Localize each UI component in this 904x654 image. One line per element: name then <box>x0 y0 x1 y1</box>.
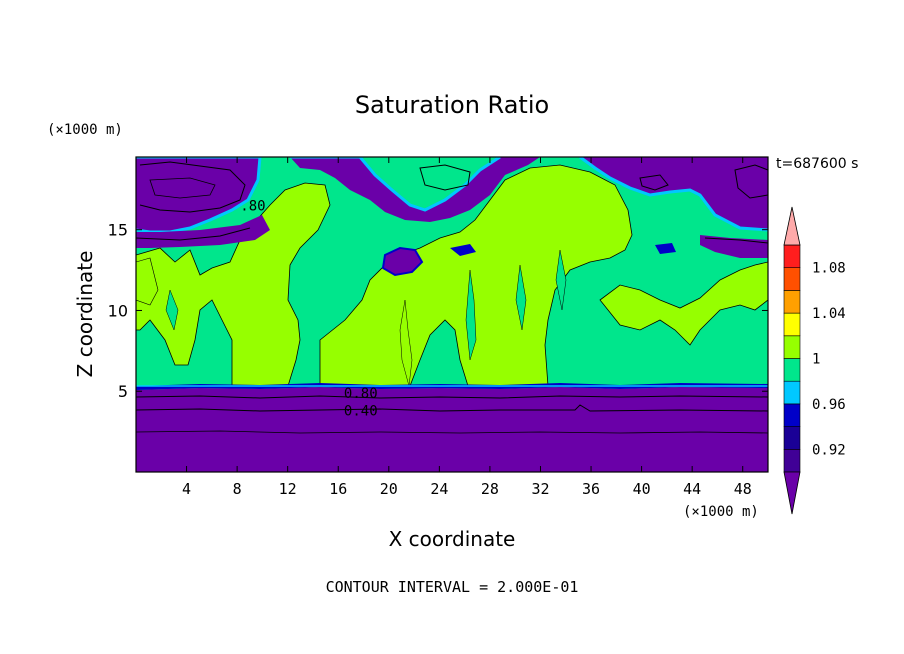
x-tick-label: 40 <box>633 480 651 498</box>
contour-lower-1 <box>136 395 768 399</box>
field-upper-patch-6 <box>381 246 424 277</box>
field-upper-patch-1 <box>136 157 260 232</box>
x-tick-label: 24 <box>430 480 448 498</box>
colorbar-segment <box>783 426 801 450</box>
colorbar-segment <box>783 335 801 359</box>
x-tick-label: 44 <box>683 480 701 498</box>
field-lower-dry-layer <box>136 387 768 472</box>
field-upper-edge-4 <box>579 157 768 232</box>
colorbar-tick-label: 0.96 <box>812 397 846 413</box>
x-tick-label: 12 <box>279 480 297 498</box>
x-axis-label: X coordinate <box>389 527 516 551</box>
contour-interval-footer: CONTOUR INTERVAL = 2.000E-01 <box>326 578 579 596</box>
field-upper-patch-8 <box>655 243 676 254</box>
contour-upper-1 <box>139 161 246 213</box>
x-tick-label: 36 <box>582 480 600 498</box>
contour-label: 0.40 <box>344 404 378 420</box>
field-upper-patch-4 <box>580 157 768 230</box>
colorbar-over-arrow <box>783 206 801 246</box>
field-lime-region-4 <box>136 257 159 306</box>
y-tick-label: 15 <box>108 221 128 240</box>
contour-labels: 0.80 0.40 .80 <box>240 198 377 419</box>
colorbar-segment <box>783 312 801 337</box>
x-tick-label: 16 <box>329 480 347 498</box>
contour-upper-2 <box>149 177 216 199</box>
heatmap-field <box>136 157 768 472</box>
x-axis: 4 8 12 16 20 24 28 32 36 40 44 48 <box>182 157 752 498</box>
colorbar-segment <box>783 267 801 291</box>
x-tick-label: 48 <box>734 480 752 498</box>
contour-upper-5 <box>639 174 669 191</box>
contour-upper-4 <box>734 164 768 199</box>
x-tick-label: 8 <box>233 480 242 498</box>
colorbar-segment <box>783 358 801 382</box>
contour-upper-3 <box>419 164 471 191</box>
field-streak-2 <box>465 269 477 361</box>
colorbar-tick-label: 1.08 <box>812 261 846 277</box>
colorbar-tick-label: 0.92 <box>812 442 846 458</box>
colorbar-segment <box>783 290 801 314</box>
contour-upper-6 <box>704 237 768 244</box>
field-streak-5 <box>165 289 179 331</box>
chart-title: Saturation Ratio <box>355 91 549 119</box>
x-unit-label: (×1000 m) <box>683 504 759 520</box>
contour-upper-7 <box>136 227 251 241</box>
colorbar-segment <box>783 448 801 473</box>
plot-frame <box>135 156 769 473</box>
field-upper-patch-7 <box>450 244 476 256</box>
field-upper-edge-3 <box>290 157 501 212</box>
y-tick-label: 10 <box>108 301 128 320</box>
y-axis-label: Z coordinate <box>73 251 97 378</box>
field-lime-region-2 <box>319 164 633 387</box>
x-tick-label: 4 <box>182 480 191 498</box>
time-label: t=687600 s <box>776 156 858 172</box>
colorbar: 0.92 0.96 1 1.04 1.08 <box>783 206 846 515</box>
x-tick-label: 32 <box>531 480 549 498</box>
colorbar-segment <box>783 380 801 405</box>
contour-label: .80 <box>240 198 265 214</box>
colorbar-segment <box>783 244 801 269</box>
colorbar-segment <box>783 403 801 427</box>
contour-label: 0.80 <box>344 386 378 402</box>
colorbar-tick-label: 1.04 <box>812 306 846 322</box>
x-tick-label: 28 <box>481 480 499 498</box>
field-lime-region-1 <box>136 182 331 387</box>
field-streak-3 <box>515 264 527 331</box>
y-unit-label: (×1000 m) <box>47 122 123 138</box>
x-tick-label: 20 <box>380 480 398 498</box>
colorbar-tick-label: 1 <box>812 352 820 368</box>
contour-lower-3 <box>136 430 768 434</box>
contour-lower-2 <box>136 404 768 412</box>
colorbar-under-arrow <box>783 471 801 515</box>
y-tick-label: 5 <box>118 382 128 401</box>
y-axis: 5 10 15 <box>108 221 768 401</box>
field-streak-4 <box>555 249 567 311</box>
field-lime-region-3 <box>599 261 768 346</box>
